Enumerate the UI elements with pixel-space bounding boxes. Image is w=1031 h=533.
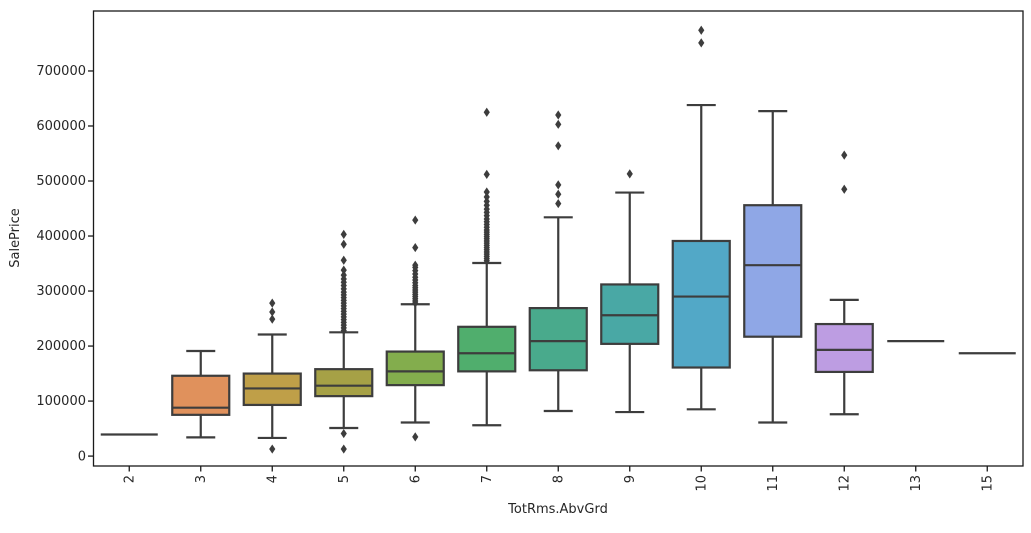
x-axis: 2 3 4 5 6 7 8 9 10 11 12 13 15 [122,466,995,492]
y-tick-label: 600000 [36,119,86,134]
x-tick-label: 15 [980,475,995,492]
flier-marker [555,198,562,209]
y-axis: 0 100000 200000 300000 400000 500000 600000 700… [36,64,94,464]
flier-marker [269,314,276,324]
x-tick-label: 12 [837,475,852,492]
box-group-3 [171,349,231,439]
x-tick-label: 4 [265,475,280,483]
x-tick-label: 13 [909,475,924,492]
box-group-10 [671,25,731,411]
flier-marker [555,119,562,129]
flier-marker [269,444,276,454]
x-tick-label: 11 [766,475,781,492]
x-tick-label: 2 [122,475,137,483]
flier-marker [555,110,562,120]
flier-marker [412,242,419,253]
box-group-9 [600,169,660,414]
box-group-11 [743,110,803,424]
flier-marker [340,255,347,265]
flier-marker [555,180,562,190]
box [600,283,660,345]
flier-marker [483,187,490,197]
y-axis-title: SalePrice [8,208,23,268]
x-tick-label: 6 [408,475,423,483]
flier-marker [412,215,419,225]
flier-marker [340,270,347,280]
x-tick-label: 5 [337,475,352,483]
flier-marker [841,150,848,160]
flier-marker [555,141,562,151]
x-tick-label: 9 [623,475,638,483]
x-axis-title: TotRms.AbvGrd [507,502,608,517]
y-tick-label: 200000 [36,339,86,354]
y-tick-label: 400000 [36,229,86,244]
flier-marker [269,307,276,317]
flier-marker [340,229,347,239]
flier-marker [340,265,347,275]
x-tick-label: 8 [551,475,566,483]
flier-marker [698,25,705,35]
y-tick-label: 100000 [36,394,86,409]
flier-marker [555,189,562,199]
y-tick-label: 0 [78,449,86,464]
flier-marker [698,38,705,48]
x-tick-label: 10 [694,475,709,492]
flier-marker [340,428,347,439]
box-group-5 [314,229,374,454]
flier-marker [412,260,419,270]
box [528,306,588,372]
flier-marker [841,184,848,194]
y-tick-label: 700000 [36,64,86,79]
flier-marker [412,432,419,442]
box [814,322,874,374]
box-group-12 [814,150,874,416]
flier-marker [483,169,490,180]
box-group-4 [242,298,302,454]
flier-marker [340,239,347,249]
flier-marker [483,192,490,202]
box-group-8 [528,110,588,413]
box-group-6 [385,215,445,442]
box [171,374,231,416]
boxes-layer [100,25,1016,454]
y-tick-label: 500000 [36,174,86,189]
flier-marker [626,169,633,179]
box [314,368,374,398]
flier-marker [269,298,276,308]
y-tick-label: 300000 [36,284,86,299]
box [457,325,517,373]
box [671,239,731,369]
flier-marker [483,107,490,117]
box [385,350,445,387]
x-tick-label: 3 [194,475,209,483]
x-tick-label: 7 [480,475,495,483]
box [743,204,803,338]
box-group-7 [457,107,517,427]
flier-marker [340,444,347,454]
